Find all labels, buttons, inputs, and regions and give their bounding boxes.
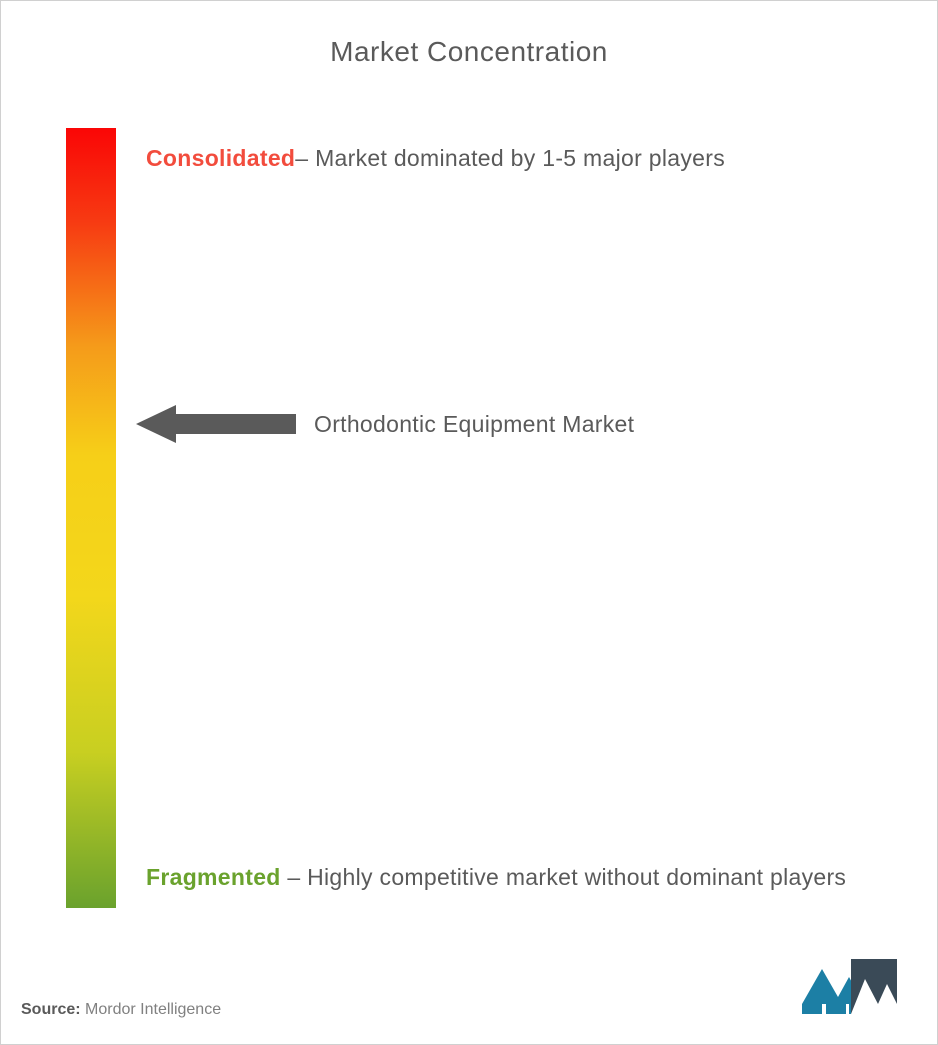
market-name-label: Orthodontic Equipment Market bbox=[314, 411, 634, 438]
market-concentration-card: Market Concentration Consolidated– Marke… bbox=[0, 0, 938, 1045]
consolidated-desc: – Market dominated by 1-5 major players bbox=[295, 145, 725, 171]
source-label: Source: bbox=[21, 1001, 81, 1018]
consolidated-label: Consolidated– Market dominated by 1-5 ma… bbox=[146, 140, 725, 177]
concentration-gradient-bar bbox=[66, 128, 116, 908]
arrow-left-icon bbox=[136, 402, 296, 446]
fragmented-label: Fragmented – Highly competitive market w… bbox=[146, 856, 846, 900]
chart-title: Market Concentration bbox=[46, 36, 892, 68]
market-marker-row: Orthodontic Equipment Market bbox=[136, 402, 634, 446]
mordor-logo-icon bbox=[802, 959, 897, 1014]
consolidated-keyword: Consolidated bbox=[146, 145, 295, 171]
source-name: Mordor Intelligence bbox=[85, 1001, 221, 1018]
fragmented-keyword: Fragmented bbox=[146, 864, 281, 890]
scale-area: Consolidated– Market dominated by 1-5 ma… bbox=[46, 128, 892, 908]
fragmented-desc: – Highly competitive market without domi… bbox=[281, 864, 847, 890]
source-footer: Source: Mordor Intelligence bbox=[21, 1001, 221, 1019]
